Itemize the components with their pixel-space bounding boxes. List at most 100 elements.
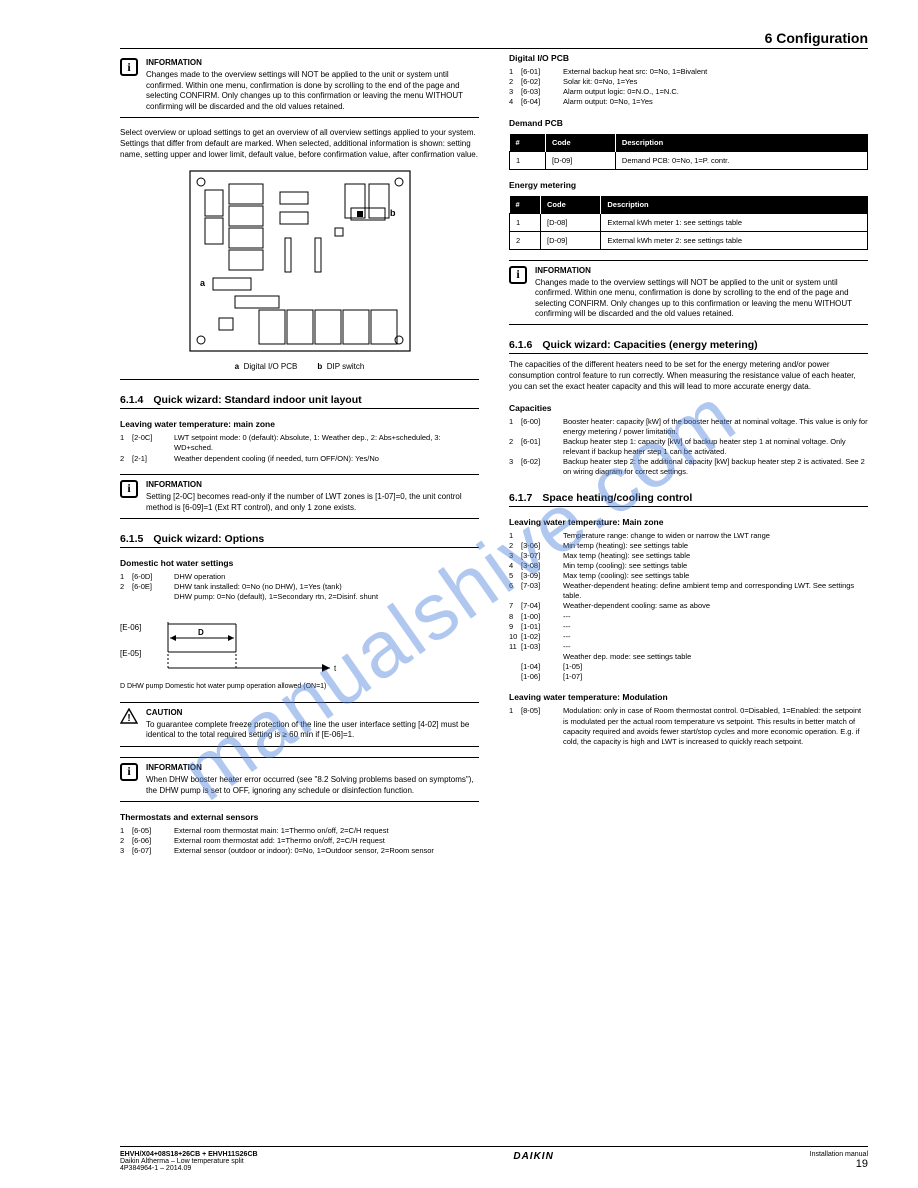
info-icon: i [120,58,138,76]
cell: Min temp (heating): see settings table [563,541,868,551]
cell: 9 [509,622,521,632]
cell: [6-00] [521,417,563,437]
graph-legend: D DHW pump Domestic hot water pump opera… [120,682,479,691]
cell: [1-06] [521,672,563,682]
footer-model: EHVH/X04+08S18+26CB + EHVH11S26CB [120,1151,258,1158]
cell: [7-04] [521,601,563,611]
pcb-figure: a b a Digital I/O PCB b DIP switch [120,160,479,380]
cell: 5 [509,571,521,581]
cap-intro: The capacities of the different heaters … [509,360,868,392]
cell: 11 [509,642,521,652]
cell: [6-02] [521,457,563,477]
svg-text:[E-06]: [E-06] [120,623,141,632]
td: [D-09] [541,231,601,249]
td: [D-08] [541,213,601,231]
cell: 2 [509,541,521,551]
cell: External room thermostat main: 1=Thermo … [174,826,479,836]
cell: [6-01] [521,67,563,77]
cell: External sensor (outdoor or indoor): 0=N… [174,846,479,856]
cell [509,662,521,672]
svg-text:a: a [200,278,206,288]
info-letter: i [127,60,130,75]
caution-box: ! CAUTION To guarantee complete freeze p… [120,702,479,747]
info-body: Changes made to the overview settings wi… [535,278,852,318]
cell: [1-03] [521,642,563,652]
svg-text:b: b [390,208,396,218]
cell: [3-06] [521,541,563,551]
paragraph-overview: Select overview or upload settings to ge… [120,128,479,160]
subhead-caps: Capacities [509,403,868,413]
sec-title: Quick wizard: Capacities (energy meterin… [542,339,757,351]
subhead-digio: Digital I/O PCB [509,53,868,63]
info-label: INFORMATION [146,58,479,68]
cell [509,652,521,662]
td: 2 [510,231,541,249]
td: Demand PCB: 0=No, 1=P. contr. [615,151,867,169]
cell: Backup heater step 1: capacity [kW] of b… [563,437,868,457]
cell [132,592,174,602]
sec-num: 6.1.4 [120,394,143,406]
cell: Min temp (cooling): see settings table [563,561,868,571]
cell: 2 [120,836,132,846]
cell: [6-0D] [132,572,174,582]
cell: Alarm output logic: 0=N.O., 1=N.C. [563,87,868,97]
cell: 1 [509,417,521,437]
cell: 3 [120,846,132,856]
sec-num: 6.1.5 [120,533,143,545]
pcb-b-tag: b [317,362,322,371]
digio-table: 1[6-01]External backup heat src: 0=No, 1… [509,67,868,108]
sec-num: 6.1.7 [509,492,532,504]
info-letter: i [127,764,130,779]
page: 6 Configuration i INFORMATION Changes ma… [0,0,918,1188]
svg-text:D: D [198,628,204,637]
thermo-table: 1[6-05]External room thermostat main: 1=… [120,826,479,856]
meas-table: # Code Description 1 [D-08] External kWh… [509,196,868,250]
sec-title: Quick wizard: Standard indoor unit layou… [153,394,361,406]
th: # [510,134,546,152]
demand-table: # Code Description 1 [D-09] Demand PCB: … [509,134,868,170]
info-body: When DHW booster heater error occurred (… [146,775,474,794]
page-section-header: 6 Configuration [50,30,868,46]
td: [D-09] [545,151,615,169]
info-box-4: i INFORMATION Changes made to the overvi… [509,260,868,326]
pcb-a-tag: a [235,362,239,371]
pcb-a-label: Digital I/O PCB [244,362,298,371]
cell: [8-05] [521,706,563,747]
graph-svg: [E-06] [E-05] t D [120,612,350,682]
info-body: Setting [2-0C] becomes read-only if the … [146,492,462,511]
cell: [6-04] [521,97,563,107]
footer-left: EHVH/X04+08S18+26CB + EHVH11S26CB Daikin… [120,1151,258,1172]
cell: --- [563,642,868,652]
cell: [6-02] [521,77,563,87]
cell: [1-02] [521,632,563,642]
info-icon: i [120,763,138,781]
cell: 2 [509,77,521,87]
cell: Temperature range: change to widen or na… [563,531,868,541]
caution-label: CAUTION [146,708,479,718]
cell: [6-06] [132,836,174,846]
cell: 8 [509,612,521,622]
info-body: Changes made to the overview settings wi… [146,70,463,110]
cell: 7 [509,601,521,611]
info-text-2: INFORMATION Setting [2-0C] becomes read-… [146,480,479,513]
cell: --- [563,632,868,642]
cell: [1-07] [563,672,868,682]
cell: [6-05] [132,826,174,836]
cell: 2 [509,437,521,457]
header-rule [120,48,868,49]
cell: 2 [120,454,132,464]
th: Code [541,196,601,214]
cell: [3-09] [521,571,563,581]
cell: 2 [120,582,132,592]
caution-body: To guarantee complete freeze protection … [146,720,469,739]
cell: 3 [509,87,521,97]
cell: 10 [509,632,521,642]
cell: DHW tank installed: 0=No (no DHW), 1=Yes… [174,582,479,592]
footer-right-label: Installation manual [810,1151,868,1158]
th: # [510,196,541,214]
footer-desc: Daikin Altherma – Low temperature split [120,1158,244,1165]
th: Code [545,134,615,152]
cell: --- [563,622,868,632]
cell: [1-04] [521,662,563,672]
cell: [6-07] [132,846,174,856]
